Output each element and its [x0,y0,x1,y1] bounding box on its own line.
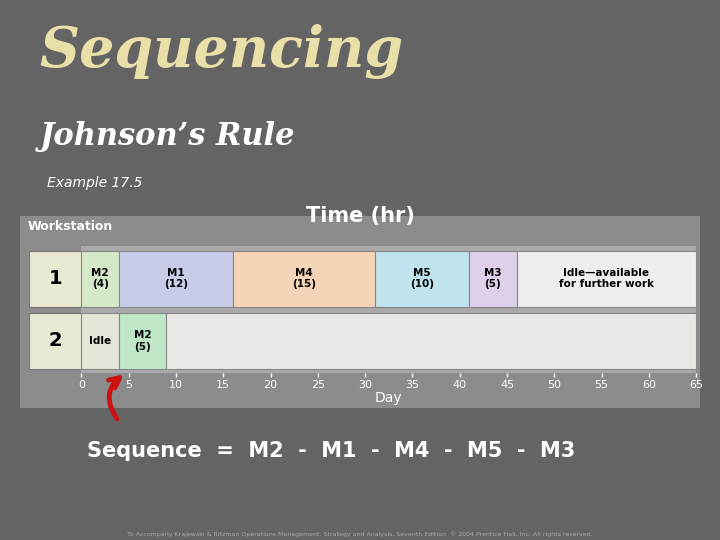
Text: Time (hr): Time (hr) [305,206,415,226]
Bar [166,313,696,369]
Text: 2: 2 [48,332,62,350]
Bar [516,251,696,307]
Bar [81,251,120,307]
Bar [30,313,81,369]
Text: Johnson’s Rule: Johnson’s Rule [40,122,295,152]
Text: Idle: Idle [89,336,112,346]
Bar [30,251,81,307]
Bar [374,251,469,307]
Bar [81,313,696,369]
Text: M3
(5): M3 (5) [484,268,502,289]
Bar [20,216,700,408]
FancyArrowPatch shape [109,377,120,419]
Bar [81,313,120,369]
Text: Workstation: Workstation [27,220,112,233]
Text: M5
(10): M5 (10) [410,268,434,289]
Text: Sequence  =  M2  -  M1  -  M4  -  M5  -  M3: Sequence = M2 - M1 - M4 - M5 - M3 [87,441,575,461]
Text: 1: 1 [48,269,62,288]
Text: To Accompany Krajewski & Ritzman Operations Management: Strategy and Analysis, S: To Accompany Krajewski & Ritzman Operati… [127,532,593,537]
Bar [233,251,374,307]
Text: Sequencing: Sequencing [40,24,404,79]
X-axis label: Day: Day [375,391,402,405]
Bar [469,251,516,307]
Text: M1
(12): M1 (12) [164,268,188,289]
Bar [120,313,166,369]
Bar [81,251,696,307]
Text: M4
(15): M4 (15) [292,268,315,289]
Bar [120,251,233,307]
Text: Example 17.5: Example 17.5 [47,176,143,190]
Text: Idle—available
for further work: Idle—available for further work [559,268,654,289]
Text: M2
(4): M2 (4) [91,268,109,289]
Text: M2
(5): M2 (5) [134,330,152,352]
